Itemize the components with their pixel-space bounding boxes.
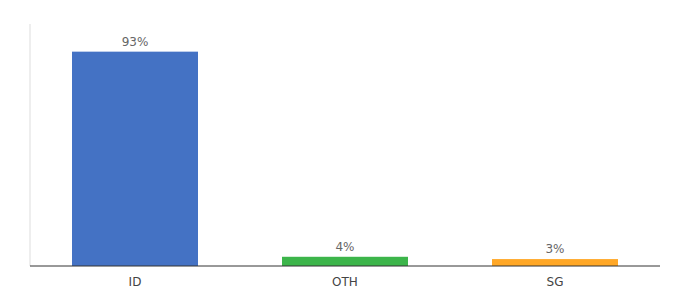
data-label: 3%: [545, 242, 564, 256]
y-axis-line: [30, 24, 31, 266]
bar: [492, 259, 618, 266]
bar: [282, 257, 408, 266]
bar: [72, 52, 198, 266]
x-tick-label: SG: [547, 275, 564, 289]
data-label: 93%: [122, 35, 149, 49]
data-label: 4%: [335, 240, 354, 254]
bars: [72, 52, 618, 266]
x-axis-line: [30, 266, 660, 267]
chart: 93% 4% 3% ID OTH SG: [0, 0, 680, 300]
x-tick-label: OTH: [332, 275, 358, 289]
x-tick-label: ID: [129, 275, 142, 289]
chart-container: 93% 4% 3% ID OTH SG: [0, 0, 680, 300]
